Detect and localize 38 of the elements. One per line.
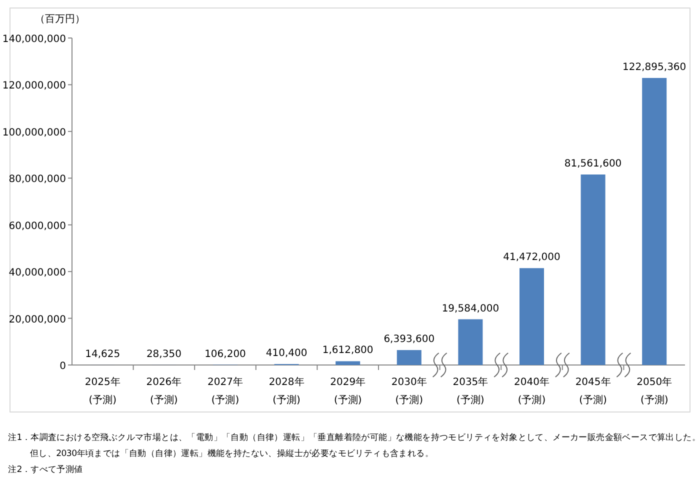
bar <box>580 174 606 365</box>
y-tick-label: 140,000,000 <box>2 34 66 45</box>
data-label: 14,625 <box>85 348 120 360</box>
bar <box>458 319 483 365</box>
x-tick-label: 2045年 (予測) <box>575 376 611 406</box>
bar <box>396 350 422 365</box>
y-tick-label: 100,000,000 <box>2 127 66 138</box>
text: 但し、2030年頃までは「自動（自律）運転」機能を持たない、操縦士が必要なモビリティも含まれる。 <box>30 448 434 459</box>
y-tick-label: 60,000,000 <box>8 220 66 232</box>
x-tick-label: 2035年 (予測) <box>452 376 488 406</box>
data-label: 19,584,000 <box>442 303 500 314</box>
y-tick-label: 0 <box>60 361 66 372</box>
x-tick-label: 2040年 (予測) <box>514 376 550 406</box>
data-label: 106,200 <box>204 348 246 360</box>
text: 注2．すべて予測値 <box>8 464 84 475</box>
data-label: 81,561,600 <box>564 158 622 170</box>
y-tick-label: 40,000,000 <box>8 268 66 279</box>
data-label: 41,472,000 <box>503 252 560 264</box>
x-tick-label: 2027年 (予測) <box>208 376 243 406</box>
y-tick-label: 120,000,000 <box>2 80 66 92</box>
bar <box>642 78 667 365</box>
x-tick-label: 2030年 (予測) <box>391 376 427 406</box>
x-tick-label: 2050年 (予測) <box>636 376 672 406</box>
data-label: 410,400 <box>266 348 308 360</box>
x-tick-label: 2025年 (予測) <box>84 376 120 406</box>
data-label: 1,612,800 <box>322 345 374 356</box>
data-label: 28,350 <box>146 348 182 360</box>
y-axis-title: （百万円） <box>35 14 85 25</box>
bar <box>519 268 544 365</box>
x-tick-label: 2026年 (予測) <box>146 376 182 406</box>
y-tick-label: 20,000,000 <box>8 314 66 326</box>
text: 注1．本調査における空飛ぶクルマ市場とは、「電動」「自動（自律）運転」「垂直離着陸が可能」な機能を持つモビリティを対象として、メーカー販売金額ベースで算出した。 <box>8 432 700 443</box>
data-label: 122,895,360 <box>622 62 686 73</box>
x-tick-label: 2029年 (予測) <box>330 376 366 406</box>
y-tick-label: 80,000,000 <box>8 174 66 186</box>
data-label: 6,393,600 <box>384 334 435 346</box>
x-tick-label: 2028年 (予測) <box>268 376 304 406</box>
bar <box>336 361 360 365</box>
